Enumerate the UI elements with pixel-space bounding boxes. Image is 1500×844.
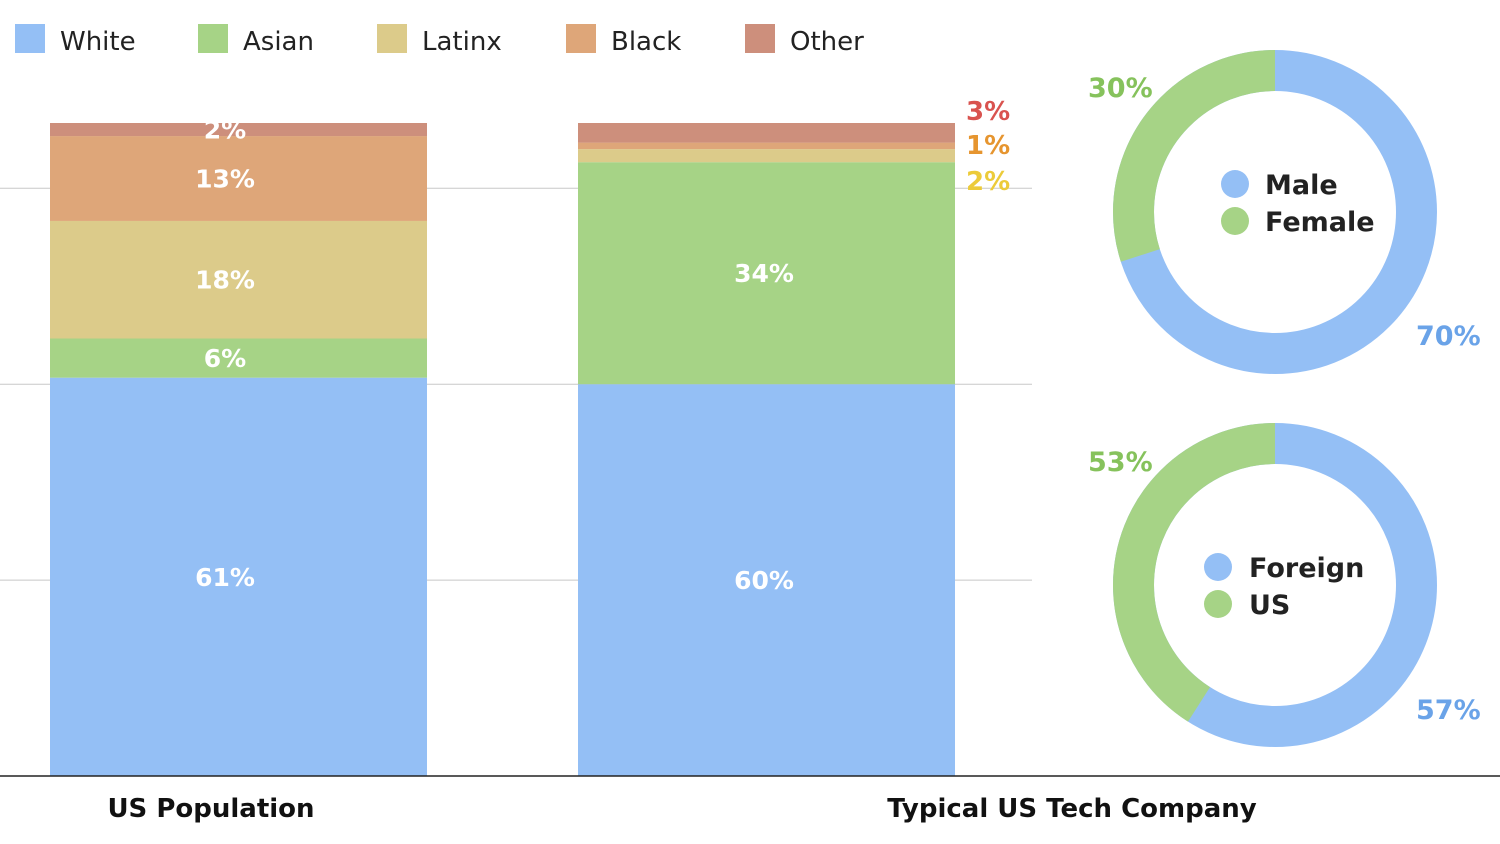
bar-segment-us-latinx <box>50 220 427 339</box>
legend-label-latinx: Latinx <box>422 27 502 57</box>
bar-segment-tech-other <box>578 123 955 143</box>
data-label-us-white: 61% <box>195 563 255 592</box>
legend-label-asian: Asian <box>243 27 314 57</box>
legend-dot-foreign <box>1204 553 1232 581</box>
gender-donut-arcs <box>1113 50 1437 374</box>
legend-dot-male <box>1221 170 1249 198</box>
legend-dot-us <box>1204 590 1232 618</box>
tech-company-small-labels: 3% 1% 2% <box>966 97 1010 197</box>
data-label-tech-asian: 34% <box>734 259 794 288</box>
origin-foreign-pct: 57% <box>1416 695 1481 726</box>
tech-side-label-other: 3% <box>966 97 1010 127</box>
donut-legend-foreign: Foreign <box>1249 553 1364 584</box>
bar-segment-us-white <box>50 377 427 776</box>
data-label-tech-white: 60% <box>734 566 794 595</box>
origin-donut: Foreign US 53% 57% <box>1088 423 1481 747</box>
gender-female-arc <box>1113 50 1437 374</box>
data-label-us-latinx: 18% <box>195 266 255 295</box>
data-label-us-asian: 6% <box>204 344 246 373</box>
bar-segment-tech-black <box>578 142 955 150</box>
bar-segment-us-other <box>50 123 427 137</box>
data-label-us-black: 13% <box>195 165 255 194</box>
legend-label-other: Other <box>790 27 864 57</box>
bar-segment-tech-white <box>578 384 955 776</box>
bar-segment-tech-asian <box>578 162 955 385</box>
tech-side-label-latinx: 2% <box>966 167 1010 197</box>
origin-us-arc <box>1113 423 1437 747</box>
category-label-us-population: US Population <box>107 794 314 824</box>
bar-data-labels: 61% 6% 18% 13% 2% 60% 34% <box>195 116 794 596</box>
origin-donut-arcs <box>1113 423 1437 747</box>
bar-segment-tech-latinx <box>578 149 955 163</box>
legend-swatch-white <box>15 24 45 53</box>
origin-us-pct: 53% <box>1088 447 1153 478</box>
tech-side-label-black: 1% <box>966 131 1010 161</box>
legend-swatch-black <box>566 24 596 53</box>
category-label-tech-company: Typical US Tech Company <box>887 794 1257 824</box>
bar-segment-us-black <box>50 136 427 221</box>
legend-label-white: White <box>60 27 136 57</box>
bar-segment-us-asian <box>50 338 427 378</box>
donut-legend-male: Male <box>1265 170 1338 201</box>
legend-swatch-other <box>745 24 775 53</box>
legend-swatch-latinx <box>377 24 407 53</box>
donut-legend-female: Female <box>1265 207 1375 238</box>
gender-male-pct: 70% <box>1416 321 1481 352</box>
gender-donut: Male Female 30% 70% <box>1088 50 1481 374</box>
legend-swatch-asian <box>198 24 228 53</box>
data-label-us-other: 2% <box>204 116 246 145</box>
legend-label-black: Black <box>611 27 681 57</box>
stacked-bars <box>50 123 955 776</box>
gender-female-pct: 30% <box>1088 73 1153 104</box>
legend-dot-female <box>1221 207 1249 235</box>
legend: White Asian Latinx Black Other <box>15 24 864 57</box>
donut-legend-us: US <box>1249 590 1290 621</box>
